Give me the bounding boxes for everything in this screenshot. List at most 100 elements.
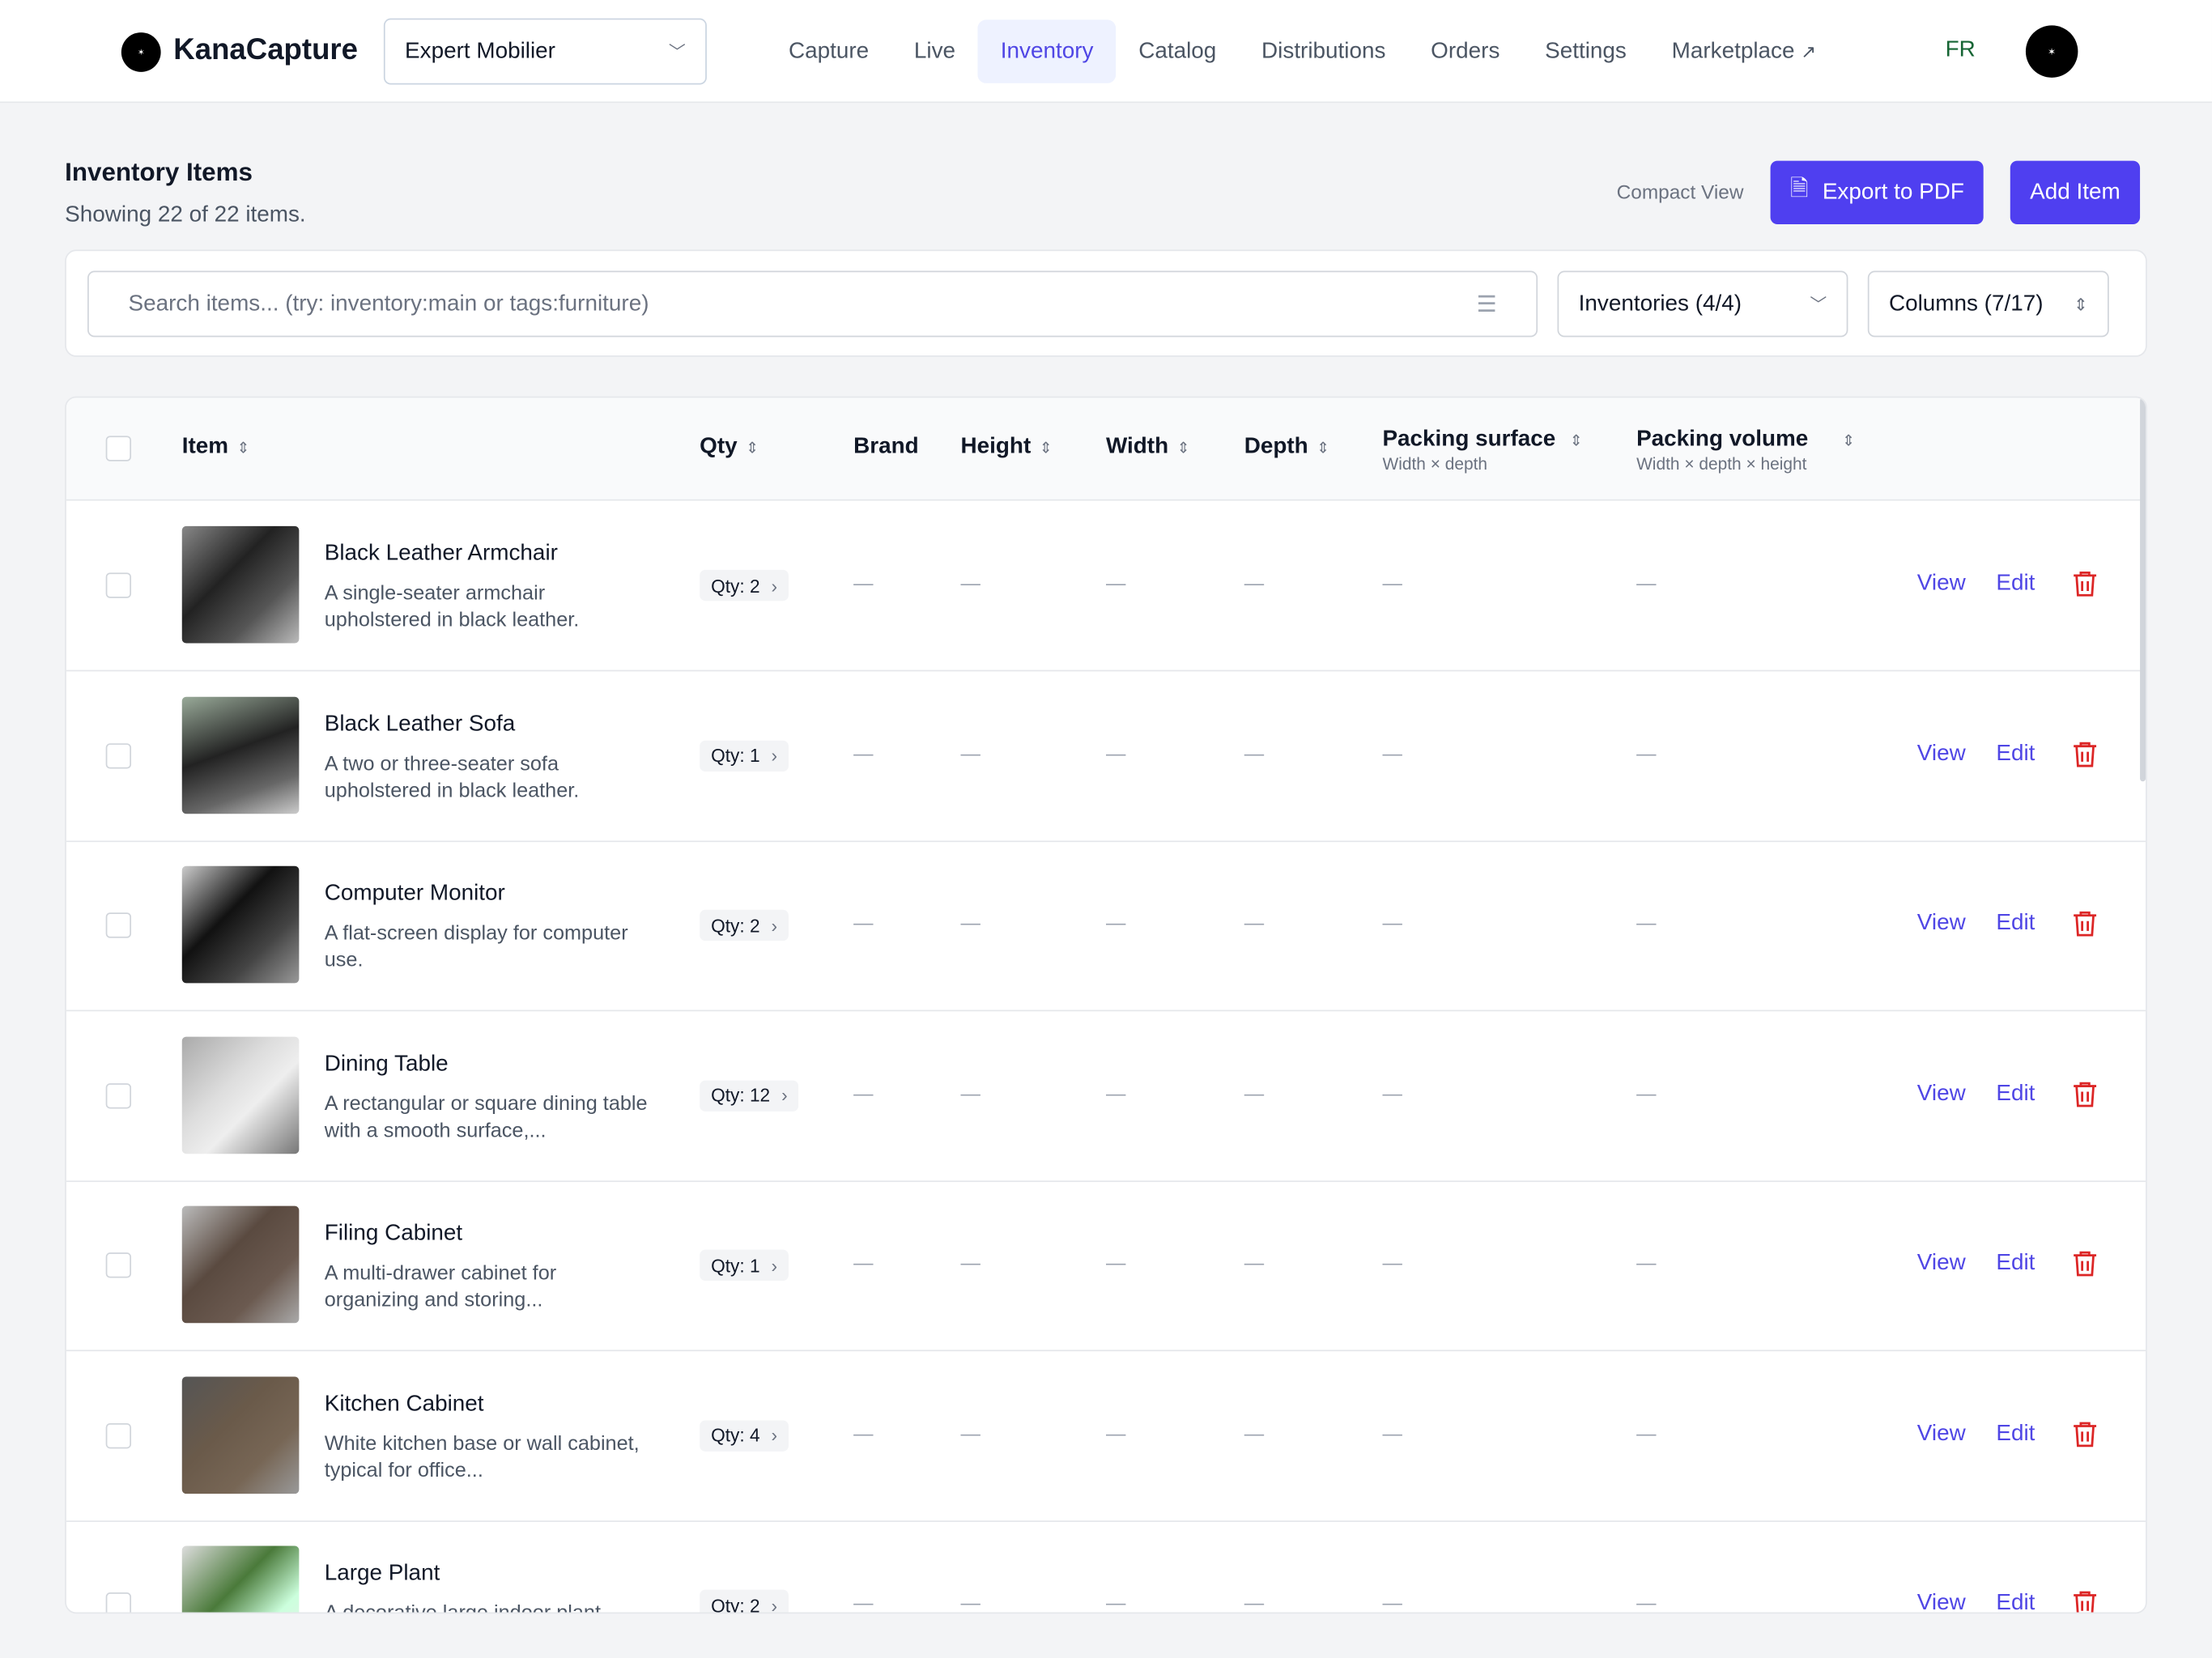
nav-inventory[interactable]: Inventory — [977, 19, 1117, 83]
chevron-right-icon: › — [771, 744, 778, 767]
item-thumbnail[interactable] — [181, 1035, 300, 1154]
col-width[interactable]: Width ⇕ — [1105, 434, 1190, 459]
item-name[interactable]: Filing Cabinet — [324, 1221, 463, 1246]
empty-cell: — — [1244, 1251, 1265, 1274]
view-link[interactable]: View — [1916, 1081, 1966, 1106]
qty-badge[interactable]: Qty: 12 › — [700, 1079, 799, 1112]
nav-live[interactable]: Live — [913, 38, 956, 63]
item-name[interactable]: Black Leather Armchair — [324, 542, 558, 566]
view-link[interactable]: View — [1916, 571, 1966, 596]
item-thumbnail[interactable] — [181, 695, 300, 814]
col-packing-volume[interactable]: Packing volume ⇕ Width × depth × height — [1636, 427, 1856, 474]
nav-orders[interactable]: Orders — [1431, 38, 1500, 63]
empty-cell: — — [1105, 1081, 1126, 1104]
sliders-icon[interactable]: ☰ — [1476, 292, 1497, 317]
nav-settings[interactable]: Settings — [1545, 38, 1627, 63]
view-link[interactable]: View — [1916, 1421, 1966, 1445]
chevron-right-icon: › — [771, 1424, 778, 1446]
scrollbar[interactable] — [2140, 397, 2146, 782]
language-toggle[interactable]: FR — [1945, 38, 1976, 62]
sort-icon: ⇕ — [1176, 440, 1190, 457]
edit-link[interactable]: Edit — [1996, 571, 2035, 596]
org-value: Expert Mobilier — [405, 38, 555, 63]
row-checkbox[interactable] — [105, 1592, 132, 1613]
qty-badge[interactable]: Qty: 1 › — [700, 739, 789, 772]
item-thumbnail[interactable] — [181, 1205, 300, 1324]
chevron-right-icon: › — [771, 1594, 778, 1614]
empty-cell: — — [1244, 911, 1265, 934]
row-checkbox[interactable] — [105, 742, 132, 768]
item-description: White kitchen base or wall cabinet, typi… — [324, 1432, 640, 1482]
page-title: Inventory Items — [65, 158, 253, 186]
col-depth[interactable]: Depth ⇕ — [1244, 434, 1330, 459]
nav-distributions[interactable]: Distributions — [1261, 38, 1386, 63]
export-pdf-button[interactable]: 🗎 Export to PDF — [1770, 160, 1984, 225]
trash-icon[interactable] — [2072, 910, 2097, 938]
item-name[interactable]: Black Leather Sofa — [324, 711, 516, 736]
sort-icon: ⇕ — [1842, 432, 1856, 450]
chevron-right-icon: › — [771, 914, 778, 937]
trash-icon[interactable] — [2072, 1080, 2097, 1108]
trash-icon[interactable] — [2072, 1250, 2097, 1278]
trash-icon[interactable] — [2072, 1420, 2097, 1448]
empty-cell: — — [1636, 1591, 1657, 1614]
item-name[interactable]: Large Plant — [324, 1561, 440, 1586]
item-thumbnail[interactable] — [181, 525, 300, 644]
item-description: A single-seater armchair upholstered in … — [324, 582, 580, 632]
col-packing-surface[interactable]: Packing surface ⇕ Width × depth — [1382, 427, 1583, 474]
item-thumbnail[interactable] — [181, 1545, 300, 1613]
columns-select[interactable]: Columns (7/17) ⇕ — [1867, 270, 2109, 338]
empty-cell: — — [1244, 1421, 1265, 1444]
view-link[interactable]: View — [1916, 1251, 1966, 1276]
qty-badge[interactable]: Qty: 2 › — [700, 569, 789, 602]
trash-icon[interactable] — [2072, 1590, 2097, 1614]
col-item[interactable]: Item ⇕ — [181, 434, 250, 459]
compact-view-toggle[interactable]: Compact View — [1616, 181, 1744, 203]
edit-link[interactable]: Edit — [1996, 741, 2035, 766]
nav-marketplace[interactable]: Marketplace ↗ — [1671, 38, 1817, 63]
view-link[interactable]: View — [1916, 741, 1966, 766]
row-checkbox[interactable] — [105, 1252, 132, 1278]
avatar[interactable]: ✶ — [2025, 25, 2078, 78]
view-link[interactable]: View — [1916, 1591, 1966, 1614]
trash-icon[interactable] — [2072, 740, 2097, 768]
item-description: A flat-screen display for computer use. — [324, 922, 628, 972]
item-description: A two or three-seater sofa upholstered i… — [324, 752, 580, 802]
item-name[interactable]: Kitchen Cabinet — [324, 1391, 484, 1416]
trash-icon[interactable] — [2072, 570, 2097, 598]
qty-badge[interactable]: Qty: 4 › — [700, 1419, 789, 1451]
nav-catalog[interactable]: Catalog — [1138, 38, 1217, 63]
row-checkbox[interactable] — [105, 572, 132, 598]
qty-badge[interactable]: Qty: 1 › — [700, 1249, 789, 1282]
item-name[interactable]: Computer Monitor — [324, 881, 505, 906]
search-input[interactable]: Search items... (try: inventory:main or … — [87, 270, 1538, 338]
empty-cell: — — [1382, 911, 1402, 934]
row-checkbox[interactable] — [105, 1422, 132, 1448]
org-select[interactable]: Expert Mobilier ﹀ — [383, 18, 707, 85]
view-link[interactable]: View — [1916, 911, 1966, 936]
edit-link[interactable]: Edit — [1996, 1421, 2035, 1445]
select-all-checkbox[interactable] — [105, 436, 132, 461]
qty-badge[interactable]: Qty: 2 › — [700, 909, 789, 942]
edit-link[interactable]: Edit — [1996, 1081, 2035, 1106]
col-height[interactable]: Height ⇕ — [960, 434, 1053, 459]
add-item-button[interactable]: Add Item — [2010, 160, 2141, 225]
inventories-select[interactable]: Inventories (4/4) ﹀ — [1557, 270, 1848, 338]
row-checkbox[interactable] — [105, 1082, 132, 1108]
item-thumbnail[interactable] — [181, 865, 300, 984]
top-nav: ✶ KanaCapture Expert Mobilier ﹀ Capture Li… — [0, 0, 2212, 104]
edit-link[interactable]: Edit — [1996, 911, 2035, 936]
edit-link[interactable]: Edit — [1996, 1591, 2035, 1614]
chevron-updown-icon: ⇕ — [2074, 294, 2088, 314]
item-thumbnail[interactable] — [181, 1375, 300, 1494]
table-row: Filing Cabinet A multi-drawer cabinet fo… — [66, 1180, 2146, 1352]
item-name[interactable]: Dining Table — [324, 1051, 449, 1076]
brand-name[interactable]: KanaCapture — [173, 33, 359, 66]
col-qty[interactable]: Qty ⇕ — [700, 434, 759, 459]
empty-cell: — — [1244, 571, 1265, 594]
row-checkbox[interactable] — [105, 912, 132, 938]
qty-badge[interactable]: Qty: 2 › — [700, 1589, 789, 1614]
nav-capture[interactable]: Capture — [788, 38, 870, 63]
edit-link[interactable]: Edit — [1996, 1251, 2035, 1276]
